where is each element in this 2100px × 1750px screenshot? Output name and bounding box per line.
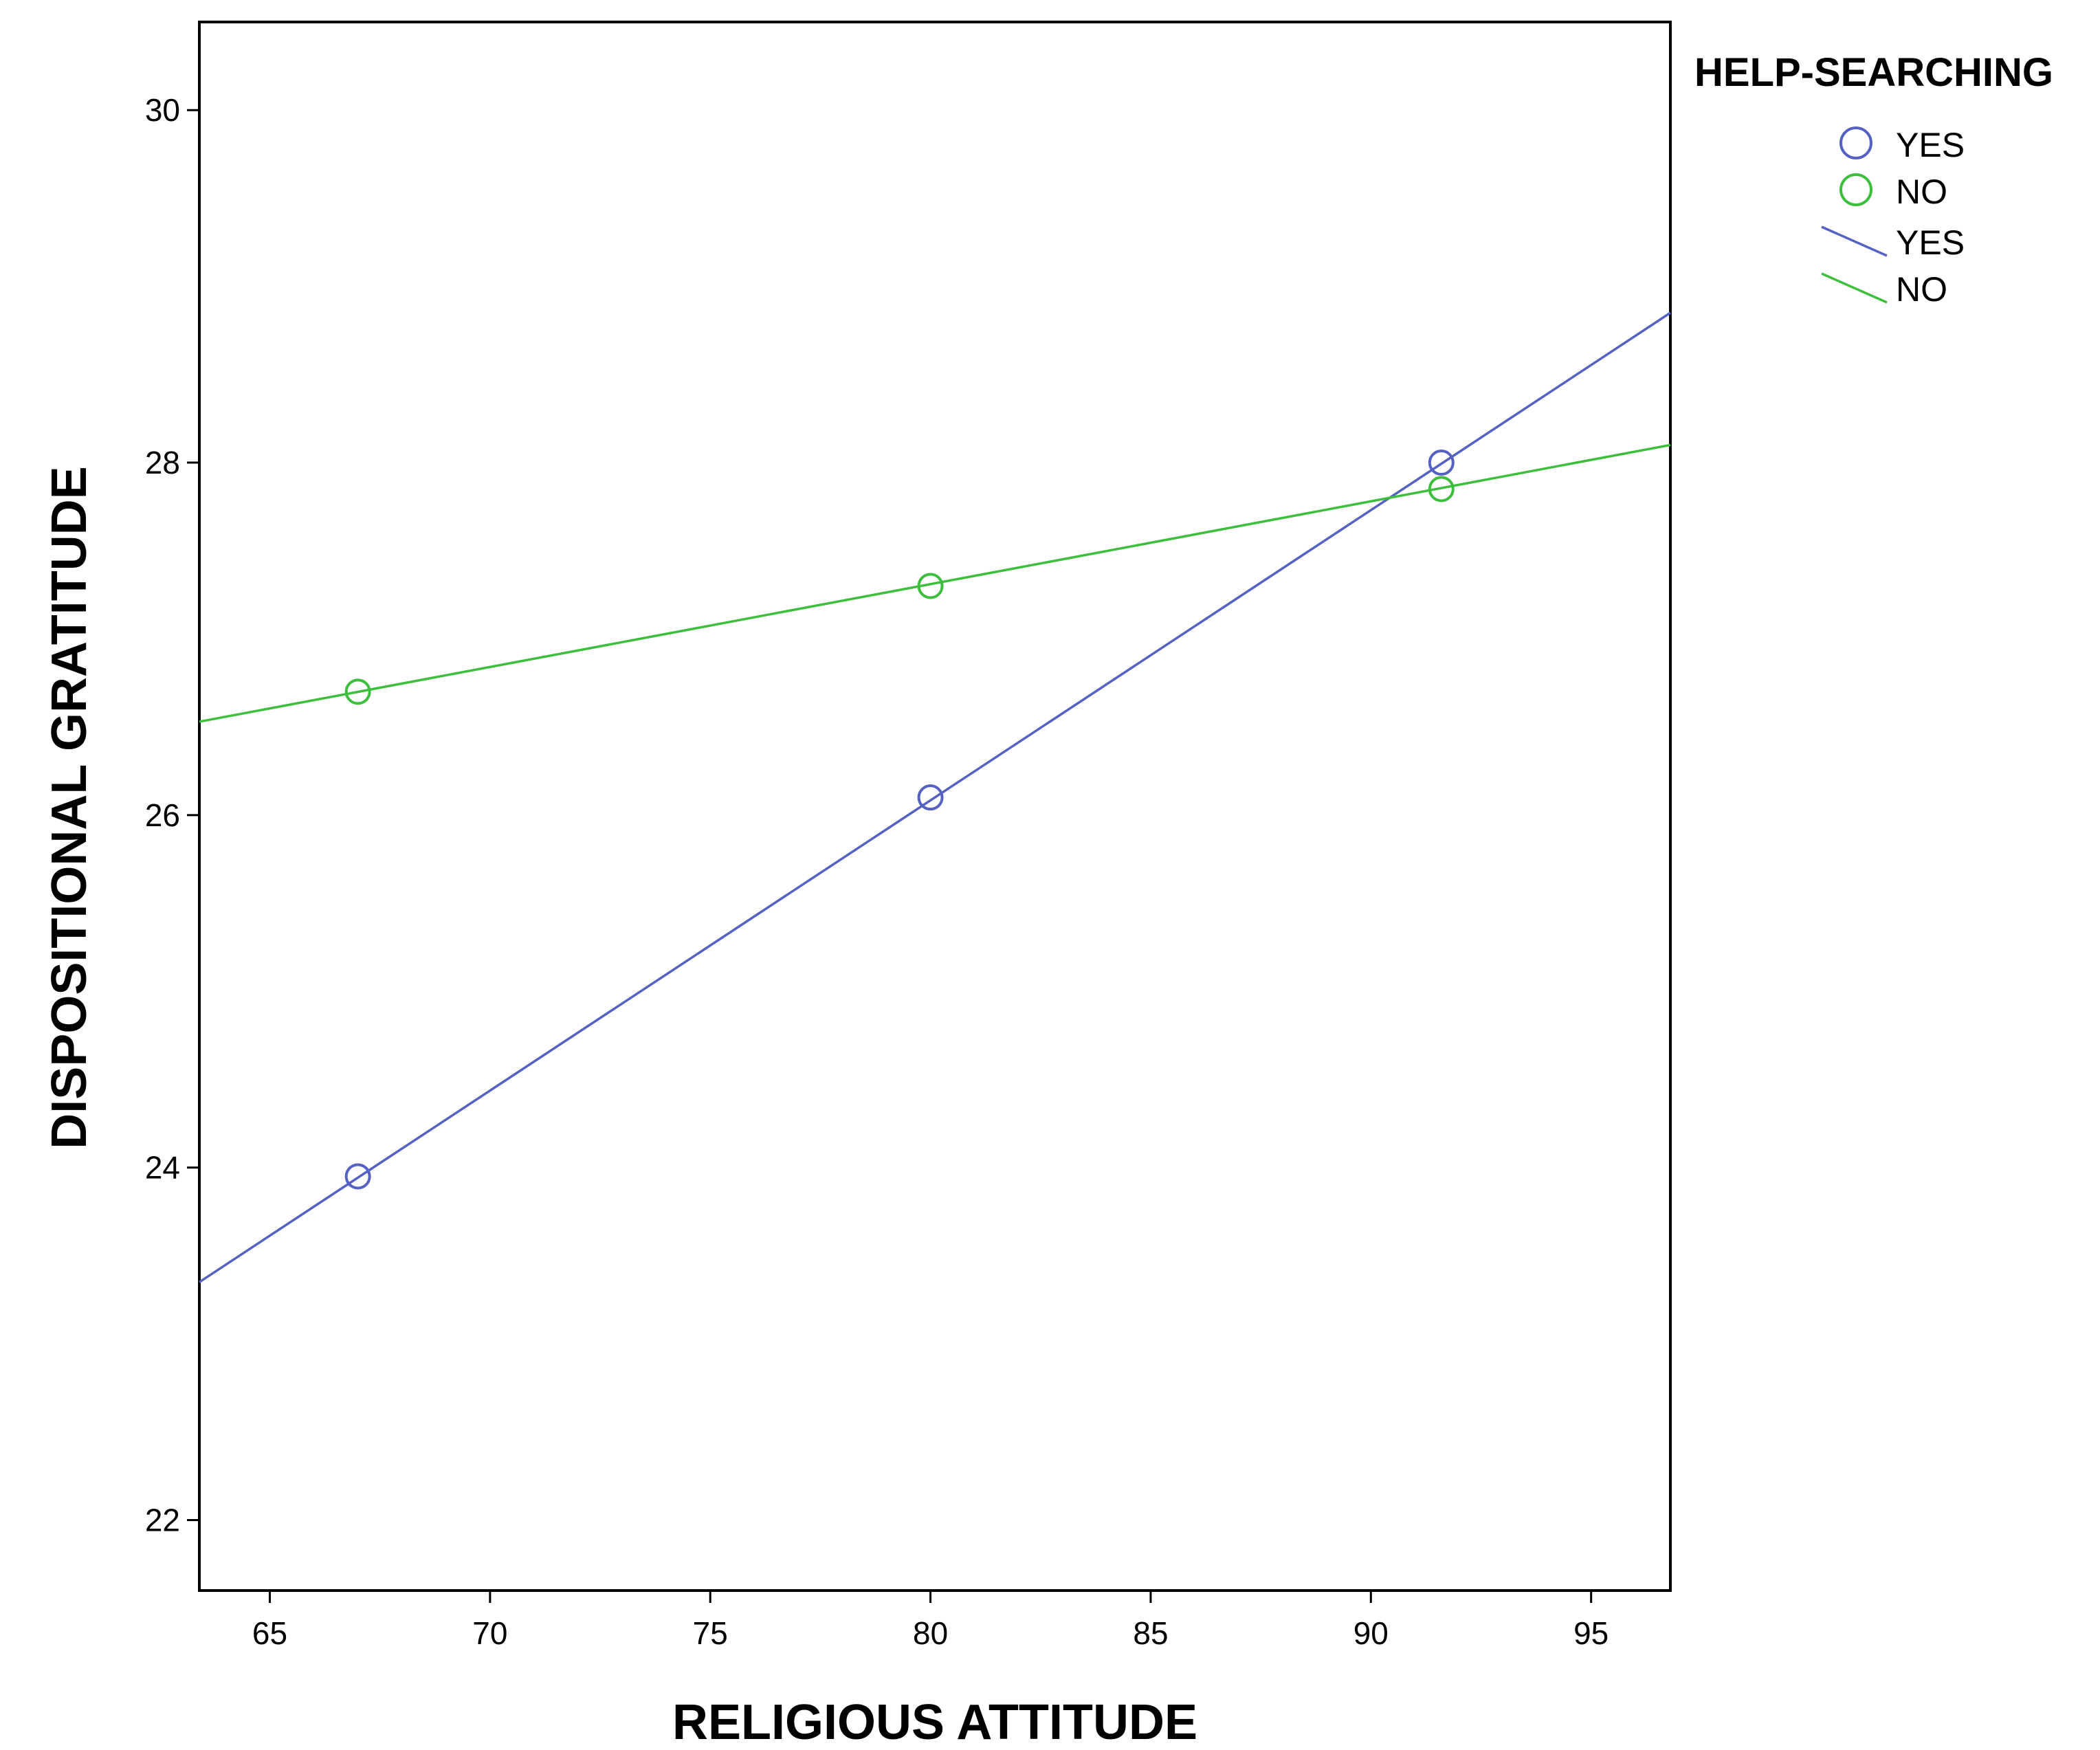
y-tick-label: 28 (145, 445, 180, 480)
data-points (344, 450, 1455, 1190)
legend-label: YES (1896, 126, 1965, 164)
x-tick-label: 75 (693, 1615, 728, 1651)
y-tick-label: 26 (145, 797, 180, 833)
fit-line-yes (199, 311, 1671, 1283)
y-tick-label: 30 (145, 92, 180, 128)
legend-label: NO (1896, 173, 1947, 211)
legend-line (1821, 225, 1888, 257)
x-tick-label: 80 (913, 1615, 948, 1651)
legend-line (1821, 272, 1888, 304)
y-axis-ticks: 22 24 26 28 30 (145, 92, 199, 1538)
legend-marker (1839, 173, 1872, 206)
x-axis-title: RELIGIOUS ATTITUDE (672, 1695, 1197, 1750)
x-axis-ticks: 65 70 75 80 85 90 95 (252, 1591, 1609, 1651)
point-no (344, 678, 371, 705)
fit-line-no (199, 443, 1671, 723)
y-tick-label: 22 (145, 1502, 180, 1538)
y-axis-title: DISPOSITIONAL GRATITUDE (42, 466, 97, 1149)
legend-label: NO (1896, 270, 1947, 309)
x-tick-label: 65 (252, 1615, 287, 1651)
legend: HELP-SEARCHING YES NO YES NO (1694, 50, 2053, 309)
x-tick-label: 85 (1133, 1615, 1168, 1651)
point-yes (1428, 450, 1455, 476)
legend-marker (1839, 126, 1872, 159)
x-tick-label: 70 (472, 1615, 507, 1651)
x-tick-label: 90 (1353, 1615, 1389, 1651)
x-tick-label: 95 (1573, 1615, 1609, 1651)
point-yes (344, 1163, 371, 1190)
legend-label: YES (1896, 223, 1965, 262)
fit-lines (199, 311, 1671, 1283)
y-tick-label: 24 (145, 1150, 180, 1186)
plot-frame (198, 21, 1672, 1592)
legend-title: HELP-SEARCHING (1694, 50, 2053, 95)
point-no (1428, 476, 1455, 502)
point-no (917, 573, 944, 599)
point-yes (917, 784, 944, 811)
